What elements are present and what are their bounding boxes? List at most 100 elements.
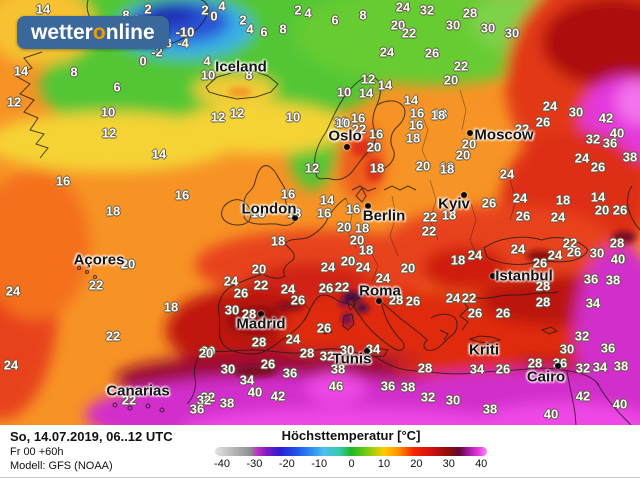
temp-label: 30 xyxy=(339,342,355,358)
temp-label: 8 xyxy=(279,21,287,37)
city-dot xyxy=(376,298,382,304)
temp-label: 18 xyxy=(105,203,121,219)
temp-label: 14 xyxy=(403,92,419,108)
temp-label: 24 xyxy=(5,283,21,299)
temp-label: 18 xyxy=(270,233,286,249)
legend-tick: 30 xyxy=(442,458,455,470)
temp-label: 6 xyxy=(331,12,339,28)
temp-label: 42 xyxy=(575,388,591,404)
wetteronline-logo[interactable]: wetter o nline xyxy=(17,16,169,49)
temp-label: 26 xyxy=(481,195,497,211)
temp-label: 14 xyxy=(377,77,393,93)
city-label-iceland: Iceland xyxy=(215,58,267,76)
temp-label: 24 xyxy=(445,290,461,306)
temp-label: 34 xyxy=(239,372,255,388)
temp-label: 40 xyxy=(612,396,628,412)
temp-label: -4 xyxy=(177,35,189,51)
temp-label: 10 xyxy=(333,114,349,130)
temp-label: 36 xyxy=(189,401,205,417)
model-label: Modell: GFS (NOAA) xyxy=(10,460,113,472)
temp-label: 12 xyxy=(360,71,376,87)
temp-label: 26 xyxy=(612,202,628,218)
temp-label: 16 xyxy=(316,205,332,221)
temp-label: 22 xyxy=(453,58,469,74)
temp-label: 26 xyxy=(260,356,276,372)
temp-label: 26 xyxy=(424,45,440,61)
temp-label: 20 xyxy=(455,147,471,163)
temp-label: 30 xyxy=(445,17,461,33)
temp-label: -2 xyxy=(151,44,163,60)
temp-label: 32 xyxy=(319,348,335,364)
temp-label: 14 xyxy=(590,189,606,205)
logo-text-nline: nline xyxy=(105,21,155,44)
temp-label: 22 xyxy=(514,121,530,137)
temp-label: 20 xyxy=(200,343,216,359)
temp-label: 22 xyxy=(461,290,477,306)
city-dot xyxy=(555,363,561,369)
temp-label: 28 xyxy=(609,235,625,251)
temp-label: 16 xyxy=(408,117,424,133)
city-label-cairo: Cairo xyxy=(526,368,566,386)
city-label-london: London xyxy=(241,200,297,218)
temp-label: 18 xyxy=(163,299,179,315)
status-bar: So, 14.07.2019, 06..12 UTC Fr 00 +60h Mo… xyxy=(0,425,640,477)
legend-ticks: -40 -30 -20 -10 0 10 20 30 40 xyxy=(0,458,640,474)
temp-label: 20 xyxy=(349,232,365,248)
temp-label: 34 xyxy=(585,295,601,311)
temp-label: 36 xyxy=(600,340,616,356)
temp-label: 34 xyxy=(469,361,485,377)
temp-label: 26 xyxy=(233,285,249,301)
city-dot xyxy=(258,311,264,317)
temp-label: 22 xyxy=(421,223,437,239)
city-label-oslo: Oslo xyxy=(328,127,362,145)
temp-label: 18 xyxy=(432,106,448,122)
city-label-kriti: Kriti xyxy=(469,341,499,359)
run-offset-label: Fr 00 +60h xyxy=(10,446,64,458)
temp-label: 38 xyxy=(622,149,638,165)
temp-label: 22 xyxy=(351,121,367,137)
legend-tick: 0 xyxy=(348,458,355,470)
temp-label: 38 xyxy=(219,395,235,411)
legend-tick: 20 xyxy=(410,458,423,470)
temp-label: 18 xyxy=(439,161,455,177)
temp-label: 22 xyxy=(401,25,417,41)
temp-label: 40 xyxy=(609,125,625,141)
temp-label: 2 xyxy=(294,2,302,18)
temp-label: 38 xyxy=(400,379,416,395)
temp-label: 22 xyxy=(562,235,578,251)
temp-label: 12 xyxy=(229,105,245,121)
coastlines xyxy=(14,0,640,425)
temp-label: 10 xyxy=(100,104,116,120)
temp-label: 14 xyxy=(151,146,167,162)
temp-label: 18 xyxy=(369,160,385,176)
valid-time-label: So, 14.07.2019, 06..12 UTC xyxy=(10,429,173,444)
city-label-aores: Açores xyxy=(73,251,125,269)
temp-label: 14 xyxy=(358,85,374,101)
temp-label: 36 xyxy=(602,135,618,151)
city-label-moscow: Moscow xyxy=(474,126,534,144)
temp-label: 20 xyxy=(340,253,356,269)
temp-label: 16 xyxy=(174,187,190,203)
temp-label: 20 xyxy=(336,219,352,235)
temp-label: -10 xyxy=(175,24,195,40)
temp-label: 10 xyxy=(336,84,352,100)
temp-label: 24 xyxy=(510,241,526,257)
temp-label: 34 xyxy=(592,359,608,375)
temp-label: 24 xyxy=(320,259,336,275)
temp-label: 4 xyxy=(246,21,254,37)
temp-label: 24 xyxy=(355,259,371,275)
temp-label: 12 xyxy=(101,125,117,141)
temp-label: 28 xyxy=(462,5,478,21)
temp-label: 28 xyxy=(535,278,551,294)
temp-label: 40 xyxy=(543,406,559,422)
temp-label: 8 xyxy=(359,7,367,23)
temp-label: 30 xyxy=(220,361,236,377)
temp-label: 24 xyxy=(547,247,563,263)
temp-label: 20 xyxy=(120,256,136,272)
temp-label: 8 xyxy=(122,7,130,23)
temp-label: 28 xyxy=(388,292,404,308)
legend-tick: -20 xyxy=(278,458,295,470)
city-label-istanbul: Istanbul xyxy=(495,267,553,285)
temp-label: 0 xyxy=(210,8,218,24)
temp-label: 24 xyxy=(285,331,301,347)
